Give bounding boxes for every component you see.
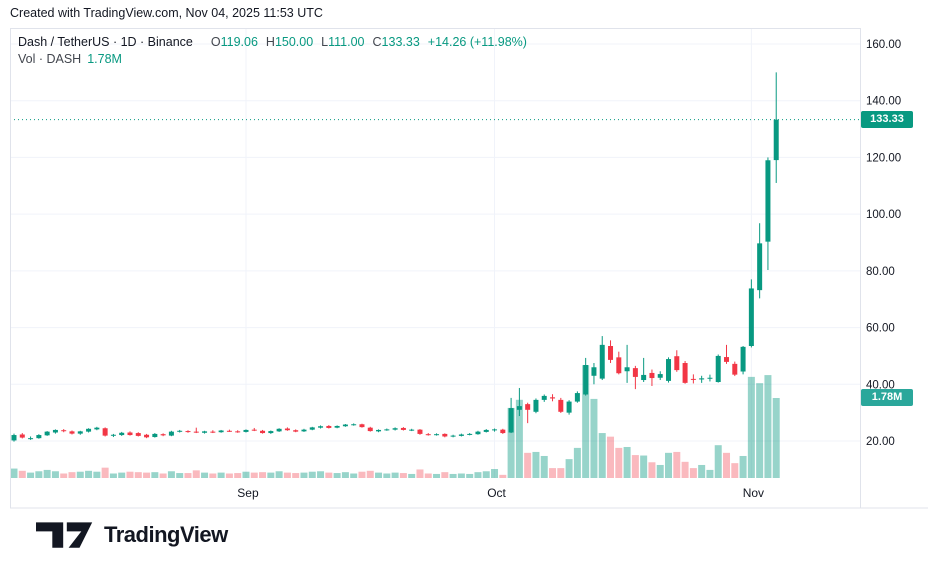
svg-text:120.00: 120.00 bbox=[866, 152, 901, 164]
svg-text:60.00: 60.00 bbox=[866, 323, 895, 335]
tradingview-logo-icon bbox=[36, 522, 93, 548]
symbol-title: Dash / TetherUS · 1D · Binance bbox=[18, 35, 193, 49]
volume-label: Vol · DASH bbox=[18, 52, 82, 66]
last-volume-badge: 1.78M bbox=[861, 389, 913, 406]
candlestick-chart[interactable]: 20.00 40.00 60.00 80.00 100.00 120.00 140.00 16… bbox=[0, 28, 928, 510]
last-price-badge: 133.33 bbox=[861, 111, 913, 128]
svg-text:40.00: 40.00 bbox=[866, 379, 895, 391]
symbol-legend: Dash / TetherUS · 1D · Binance O119.06 H15… bbox=[18, 35, 527, 49]
low-label: L bbox=[321, 35, 329, 49]
close-label: C bbox=[372, 35, 382, 49]
attribution-text: Created with TradingView.com, Nov 04, 20… bbox=[10, 6, 323, 20]
svg-text:160.00: 160.00 bbox=[866, 39, 901, 51]
footer: TradingView bbox=[36, 522, 228, 548]
svg-text:80.00: 80.00 bbox=[866, 266, 895, 278]
chart-widget: 20.00 40.00 60.00 80.00 100.00 120.00 140.00 16… bbox=[0, 28, 928, 510]
close-value: 133.33 bbox=[381, 35, 420, 49]
open-value: 119.06 bbox=[220, 35, 258, 49]
volume-value: 1.78M bbox=[87, 52, 122, 66]
high-value: 150.00 bbox=[274, 35, 314, 49]
time-axis-label-nov: Nov bbox=[743, 486, 764, 500]
high-label: H bbox=[265, 35, 275, 49]
time-axis-label-sep: Sep bbox=[237, 486, 259, 500]
svg-text:100.00: 100.00 bbox=[866, 209, 901, 221]
time-axis-label-oct: Oct bbox=[487, 486, 506, 500]
low-value: 111.00 bbox=[328, 35, 365, 49]
tradingview-wordmark: TradingView bbox=[104, 522, 228, 547]
svg-text:20.00: 20.00 bbox=[866, 436, 895, 448]
svg-text:140.00: 140.00 bbox=[866, 96, 901, 108]
change-value: +14.26 (+11.98%) bbox=[427, 35, 527, 49]
open-label: O bbox=[210, 35, 221, 49]
volume-legend: Vol · DASH 1.78M bbox=[18, 52, 122, 66]
